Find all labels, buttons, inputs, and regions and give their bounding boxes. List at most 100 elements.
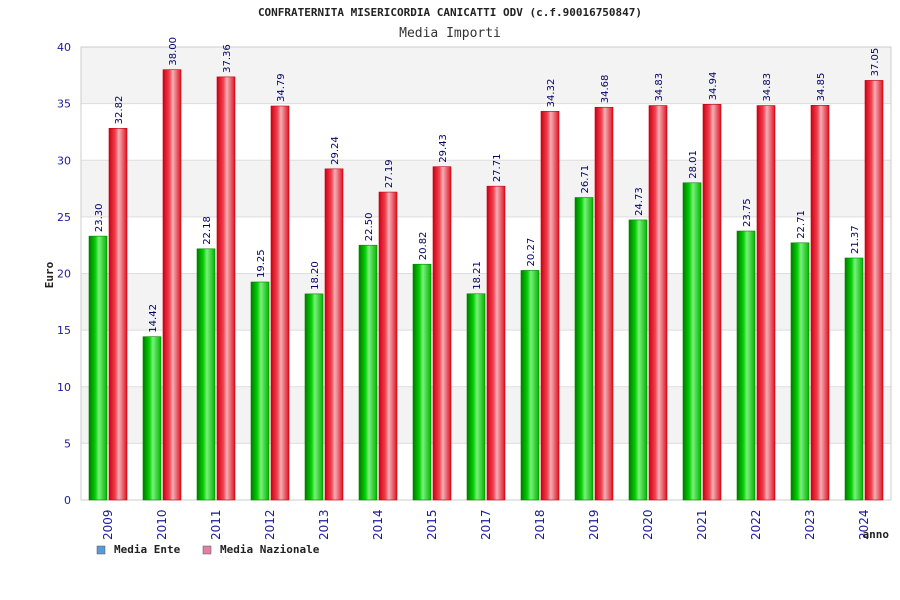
y-tick-label: 0 [64,494,71,507]
x-tick-label-2023: 2023 [803,509,817,540]
y-tick-label: 35 [57,98,71,111]
bar-value-label: 23.30 [94,203,105,232]
y-tick-label: 30 [57,154,71,167]
grid-band [81,160,891,217]
bar-media-ente-2020 [628,219,648,501]
x-tick-label-2014: 2014 [371,509,385,540]
bar-value-label: 14.42 [148,304,159,333]
x-tick-label-2021: 2021 [695,509,709,540]
bar-value-label: 37.05 [870,48,881,77]
bar-media-nazionale-2019 [594,106,614,501]
bar-value-label: 19.25 [256,249,267,278]
bar-value-label: 27.71 [492,154,503,183]
bar-value-label: 37.36 [222,44,233,73]
chart-title: CONFRATERNITA MISERICORDIA CANICATTI ODV… [258,6,642,19]
y-tick-label: 20 [57,268,71,281]
bar-value-label: 38.00 [168,37,179,66]
y-axis-label: Euro [43,261,56,288]
bar-value-label: 23.75 [742,198,753,227]
grid-band [81,273,891,331]
bar-value-labels: 23.30 32.82 14.42 38.00 22.18 37.36 19.25 34.79… [94,37,881,333]
bar-media-nazionale-2018 [540,111,560,501]
bar-media-ente-2010 [142,336,162,501]
bar-value-label: 22.18 [202,216,213,245]
bar-value-label: 29.24 [330,136,341,165]
x-tick-label-2013: 2013 [317,509,331,540]
bar-media-nazionale-2024 [864,80,884,501]
bar-media-ente-2022 [736,230,756,501]
bar-value-label: 18.20 [310,261,321,290]
bar-value-label: 34.68 [600,75,611,104]
grid-band [81,216,891,274]
bar-value-label: 24.73 [634,187,645,216]
x-tick-label-2009: 2009 [101,509,115,540]
bar-media-nazionale-2011 [216,76,236,501]
bar-media-ente-2024 [844,257,864,501]
bar-media-nazionale-2022 [756,105,776,501]
bar-value-label: 34.94 [708,72,719,101]
chart-subtitle: Media Importi [399,26,501,41]
x-axis-label: anno [863,528,890,541]
bar-media-ente-2012 [250,281,270,501]
x-tick-label-2017: 2017 [479,509,493,540]
bar-value-label: 22.50 [364,213,375,242]
x-axis-ticks: 2009 2010 2011 2012 2013 2014 2015 2017 2018 2019… [101,509,871,540]
bar-value-label: 28.01 [688,150,699,179]
bar-value-label: 22.71 [796,210,807,239]
bar-value-label: 34.79 [276,73,287,102]
bar-media-nazionale-2013 [324,168,344,501]
bar-media-ente-2018 [520,270,540,501]
bar-value-label: 32.82 [114,96,125,125]
x-tick-label-2020: 2020 [641,509,655,540]
bar-media-ente-2011 [196,248,216,501]
x-tick-label-2012: 2012 [263,509,277,540]
bar-value-label: 34.32 [546,79,557,108]
bar-media-nazionale-2023 [810,105,830,501]
bar-media-nazionale-2010 [162,69,182,501]
grid-band [81,47,891,104]
bar-media-ente-2014 [358,244,378,501]
bar-value-label: 20.27 [526,238,537,267]
grid-band [81,103,891,161]
bar-media-nazionale-2020 [648,105,668,501]
y-tick-label: 5 [64,437,71,450]
bar-value-label: 20.82 [418,232,429,261]
grid-band [81,443,891,500]
y-tick-label: 40 [57,41,71,54]
y-tick-label: 15 [57,324,71,337]
legend-label-media-ente: Media Ente [114,543,181,556]
bar-media-ente-2021 [682,182,702,501]
bar-media-ente-2017 [466,293,486,501]
bar-media-nazionale-2009 [108,128,128,501]
bar-value-label: 26.71 [580,165,591,194]
x-tick-label-2024: 2024 [857,509,871,540]
bar-media-ente-2015 [412,263,432,501]
y-tick-label: 25 [57,211,71,224]
bar-media-nazionale-2015 [432,166,452,501]
bar-media-ente-2013 [304,293,324,501]
x-tick-label-2015: 2015 [425,509,439,540]
legend-label-media-nazionale: Media Nazionale [220,543,320,556]
bar-value-label: 27.19 [384,159,395,188]
y-tick-label: 10 [57,381,71,394]
plot-grid [80,46,892,501]
x-tick-label-2019: 2019 [587,509,601,540]
legend: Media Ente Media Nazionale [96,543,320,556]
bar-value-label: 29.43 [438,134,449,163]
bar-media-nazionale-2017 [486,185,506,501]
bar-media-ente-2009 [88,235,108,501]
legend-swatch-media-ente [96,545,106,555]
x-tick-label-2022: 2022 [749,509,763,540]
bar-media-nazionale-2021 [702,104,722,501]
bar-value-label: 34.83 [762,73,773,102]
bar-media-nazionale-2012 [270,105,290,501]
x-tick-label-2018: 2018 [533,509,547,540]
plot-frame [80,46,892,501]
bar-value-label: 34.83 [654,73,665,102]
grid-band [81,386,891,444]
bar-media-ente-2019 [574,197,594,501]
bar-value-label: 18.21 [472,261,483,290]
grid-band [81,330,891,387]
legend-swatch-media-nazionale [202,545,212,555]
